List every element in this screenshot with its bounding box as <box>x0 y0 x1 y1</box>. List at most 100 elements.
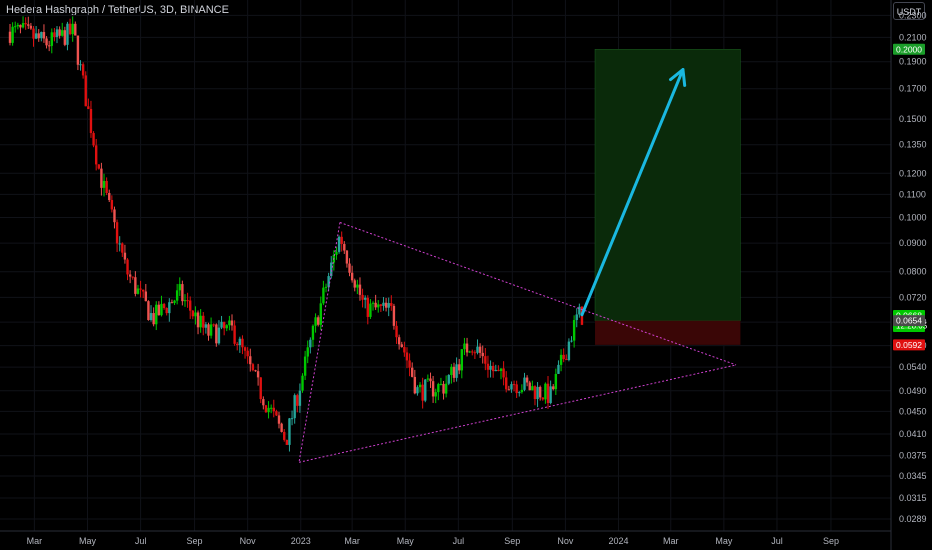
candle-body[interactable] <box>118 243 121 245</box>
candle-body[interactable] <box>301 375 304 391</box>
candle-body[interactable] <box>494 369 497 372</box>
candle-body[interactable] <box>429 378 432 382</box>
candle-body[interactable] <box>343 244 346 251</box>
candle-body[interactable] <box>123 252 127 260</box>
candle-body[interactable] <box>567 341 571 361</box>
candle-body[interactable] <box>468 351 471 353</box>
candle-body[interactable] <box>8 31 12 43</box>
candle-body[interactable] <box>489 365 492 370</box>
candle-body[interactable] <box>478 346 482 353</box>
candle-body[interactable] <box>269 407 273 409</box>
candle-body[interactable] <box>16 24 20 27</box>
candle-body[interactable] <box>518 392 521 394</box>
candle-body[interactable] <box>450 366 453 375</box>
candle-body[interactable] <box>220 321 223 328</box>
candle-body[interactable] <box>267 407 270 413</box>
candle-body[interactable] <box>463 343 466 350</box>
time-axis[interactable]: Mar May Jul Sep Nov 2023 Mar May Jul Sep Nov 2024 Ma… <box>27 536 839 546</box>
candle-body[interactable] <box>53 32 56 38</box>
candle-body[interactable] <box>413 376 417 394</box>
candle-body[interactable] <box>157 304 161 316</box>
candle-body[interactable] <box>507 389 511 391</box>
candle-body[interactable] <box>126 259 129 275</box>
candle-body[interactable] <box>397 337 401 345</box>
candle-body[interactable] <box>233 325 236 344</box>
candle-body[interactable] <box>84 75 87 107</box>
candle-body[interactable] <box>207 324 210 336</box>
candle-body[interactable] <box>437 384 440 393</box>
candle-body[interactable] <box>319 303 322 325</box>
candle-body[interactable] <box>431 381 435 397</box>
candle-body[interactable] <box>361 294 364 300</box>
candle-body[interactable] <box>147 301 150 321</box>
candle-body[interactable] <box>340 236 343 245</box>
candle-body[interactable] <box>160 303 163 316</box>
candle-body[interactable] <box>405 352 409 361</box>
candle-body[interactable] <box>149 313 153 321</box>
candle-body[interactable] <box>183 300 187 302</box>
candle-body[interactable] <box>290 418 294 420</box>
candle-body[interactable] <box>162 303 166 308</box>
candle-body[interactable] <box>217 327 221 344</box>
candle-body[interactable] <box>379 304 383 306</box>
candle-body[interactable] <box>37 33 40 39</box>
candle-body[interactable] <box>366 297 370 317</box>
candle-body[interactable] <box>50 32 53 46</box>
candle-body[interactable] <box>115 222 119 244</box>
candle-body[interactable] <box>29 25 33 29</box>
candle-body[interactable] <box>249 356 252 365</box>
candle-body[interactable] <box>277 415 281 424</box>
candle-body[interactable] <box>202 315 205 328</box>
candle-body[interactable] <box>363 297 367 300</box>
candle-body[interactable] <box>382 302 385 306</box>
candle-body[interactable] <box>322 287 325 304</box>
candle-body[interactable] <box>293 395 296 419</box>
candle-body[interactable] <box>421 384 424 401</box>
candle-body[interactable] <box>155 304 158 325</box>
candle-body[interactable] <box>74 23 77 36</box>
candle-body[interactable] <box>238 338 242 346</box>
candle-body[interactable] <box>444 383 448 394</box>
candle-body[interactable] <box>131 276 134 278</box>
candle-body[interactable] <box>225 325 228 329</box>
candle-body[interactable] <box>491 365 495 372</box>
candle-body[interactable] <box>32 28 35 39</box>
candle-body[interactable] <box>426 378 430 380</box>
candle-body[interactable] <box>178 284 181 291</box>
candle-body[interactable] <box>209 324 213 336</box>
candle-body[interactable] <box>353 280 356 288</box>
candle-body[interactable] <box>434 392 437 397</box>
candle-body[interactable] <box>502 368 505 378</box>
candle-body[interactable] <box>47 45 51 47</box>
candle-body[interactable] <box>275 411 278 416</box>
candle-body[interactable] <box>512 384 516 386</box>
candle-body[interactable] <box>439 383 443 385</box>
candle-body[interactable] <box>21 23 25 28</box>
price-axis[interactable]: 0.2300 0.2100 0.1900 0.1700 0.1500 0.1350 0.12… <box>899 10 927 524</box>
candle-body[interactable] <box>358 284 362 295</box>
candle-body[interactable] <box>578 306 581 315</box>
triangle-left-line[interactable] <box>298 222 341 463</box>
candle-body[interactable] <box>71 23 74 35</box>
candle-body[interactable] <box>285 439 289 445</box>
candle-body[interactable] <box>63 30 67 45</box>
candle-body[interactable] <box>288 418 291 445</box>
candle-body[interactable] <box>243 347 247 351</box>
candle-body[interactable] <box>144 291 148 302</box>
candle-body[interactable] <box>97 164 100 169</box>
candle-body[interactable] <box>330 262 333 277</box>
candle-body[interactable] <box>455 364 458 378</box>
target-zone[interactable] <box>594 49 741 321</box>
candle-body[interactable] <box>416 387 419 394</box>
candle-body[interactable] <box>546 383 550 404</box>
candle-body[interactable] <box>411 367 414 377</box>
candle-body[interactable] <box>14 26 17 28</box>
candle-body[interactable] <box>254 370 257 372</box>
candle-body[interactable] <box>186 300 189 302</box>
candle-body[interactable] <box>525 377 529 383</box>
candle-body[interactable] <box>452 366 456 378</box>
candle-body[interactable] <box>45 38 48 46</box>
candle-body[interactable] <box>246 350 249 357</box>
candle-body[interactable] <box>528 382 531 391</box>
